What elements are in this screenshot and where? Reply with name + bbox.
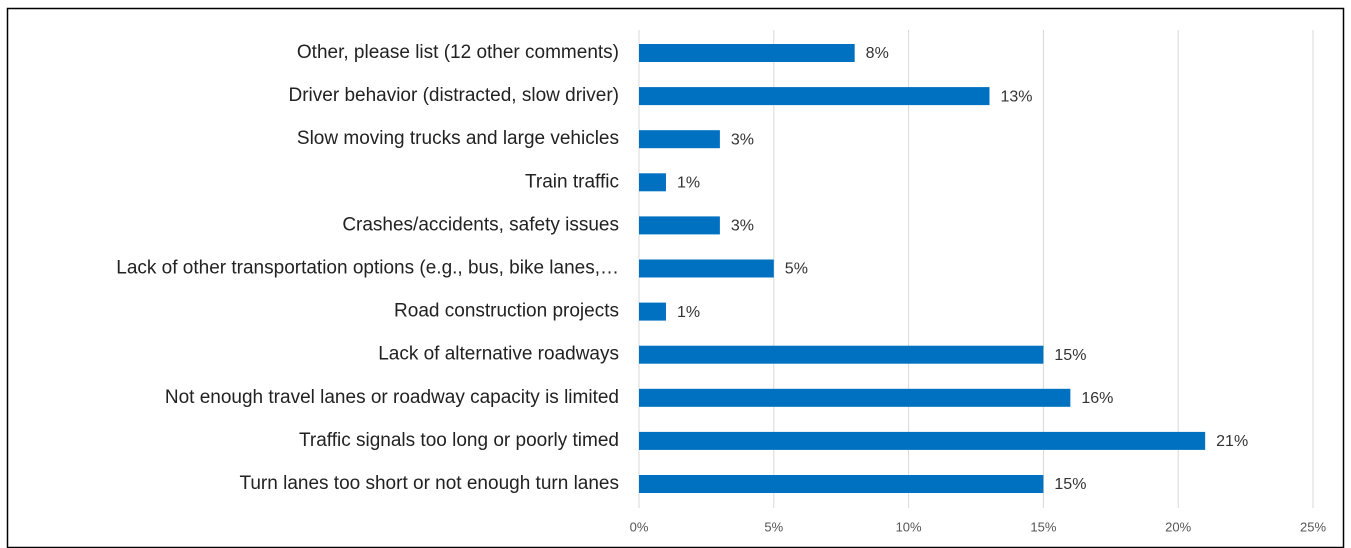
bar bbox=[639, 44, 855, 62]
data-label: 5% bbox=[785, 261, 808, 278]
bar bbox=[639, 345, 1044, 364]
category-label: Road construction projects bbox=[394, 301, 619, 322]
category-label: Lack of other transportation options (e.… bbox=[116, 258, 619, 279]
data-label: 16% bbox=[1081, 390, 1113, 407]
category-label: Slow moving trucks and large vehicles bbox=[297, 128, 619, 149]
bar bbox=[639, 388, 1071, 407]
x-tick-label: 0% bbox=[630, 519, 649, 534]
category-label: Other, please list (12 other comments) bbox=[297, 42, 619, 63]
data-label: 1% bbox=[677, 175, 700, 192]
category-label: Turn lanes too short or not enough turn … bbox=[239, 473, 619, 494]
x-tick-label: 5% bbox=[764, 519, 783, 534]
data-label: 15% bbox=[1054, 347, 1086, 364]
bar bbox=[639, 130, 720, 149]
x-tick-label: 25% bbox=[1300, 519, 1326, 534]
x-tick-label: 10% bbox=[896, 519, 922, 534]
category-label: Train traffic bbox=[525, 171, 619, 192]
data-label: 15% bbox=[1054, 476, 1086, 493]
data-label: 21% bbox=[1216, 433, 1248, 450]
category-label: Driver behavior (distracted, slow driver… bbox=[289, 85, 620, 106]
category-label: Traffic signals too long or poorly timed bbox=[299, 430, 619, 451]
category-label: Lack of alternative roadways bbox=[378, 344, 619, 365]
bar bbox=[639, 259, 774, 278]
bar bbox=[639, 87, 990, 106]
x-tick-label: 15% bbox=[1030, 519, 1056, 534]
data-label: 3% bbox=[731, 131, 754, 148]
category-label: Not enough travel lanes or roadway capac… bbox=[165, 387, 619, 408]
bar bbox=[639, 475, 1044, 493]
bar bbox=[639, 173, 666, 192]
x-tick-label: 20% bbox=[1165, 519, 1191, 534]
bar bbox=[639, 431, 1206, 450]
bar bbox=[639, 216, 720, 235]
bar bbox=[639, 302, 666, 321]
data-label: 1% bbox=[677, 304, 700, 321]
data-label: 13% bbox=[1000, 88, 1032, 105]
data-label: 3% bbox=[731, 218, 754, 235]
data-label: 8% bbox=[866, 45, 889, 62]
category-label: Crashes/accidents, safety issues bbox=[342, 214, 619, 235]
